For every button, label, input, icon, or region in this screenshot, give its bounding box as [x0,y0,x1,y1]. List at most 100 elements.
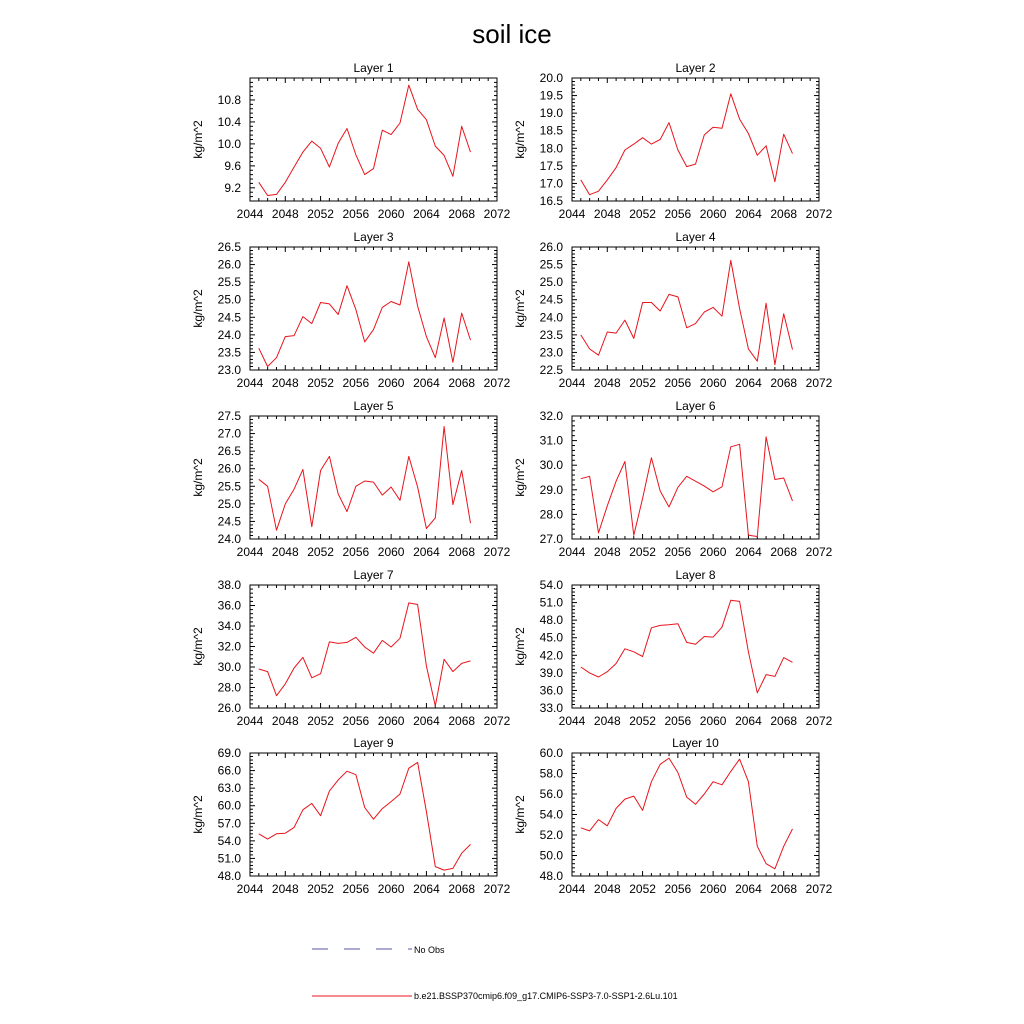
x-tick-label: 2056 [343,714,370,728]
panel-layer-1: Layer 1 2044 2048 2052 2056 2060 2064 2068 2072 9… [191,61,511,221]
x-tick-label: 2048 [272,545,299,559]
y-tick-label: 30.0 [218,660,242,674]
x-tick-label: 2064 [413,714,440,728]
y-axis-label: kg/m^2 [513,795,527,834]
x-tick-label: 2060 [378,376,405,390]
x-tick-label: 2064 [413,882,440,896]
y-tick-label: 10.8 [218,93,242,107]
y-tick-label: 25.5 [218,479,242,493]
x-tick-label: 2072 [484,882,511,896]
y-tick-label: 20.0 [540,71,564,85]
x-tick-label: 2068 [770,545,797,559]
x-tick-label: 2068 [770,882,797,896]
y-tick-label: 25.5 [540,258,564,272]
x-tick-label: 2048 [272,376,299,390]
x-tick-label: 2044 [237,376,264,390]
y-tick-label: 17.0 [540,176,564,190]
y-tick-label: 25.5 [218,275,242,289]
y-tick-label: 19.0 [540,106,564,120]
y-tick-label: 48.0 [540,613,564,627]
y-tick-label: 27.0 [218,427,242,441]
x-tick-label: 2072 [484,545,511,559]
y-tick-label: 31.0 [540,434,564,448]
y-tick-label: 27.5 [218,409,242,423]
plot-frame [249,584,498,709]
y-tick-label: 54.0 [218,834,242,848]
y-axis-label: kg/m^2 [191,120,205,159]
y-tick-label: 10.0 [218,137,242,151]
y-tick-label: 29.0 [540,483,564,497]
y-tick-label: 9.6 [224,159,241,173]
x-tick-label: 2068 [448,882,475,896]
y-tick-label: 16.5 [540,194,564,208]
panel-layer-10: Layer 10 2044 2048 2052 2056 2060 2064 2068 2072… [513,736,833,896]
x-tick-label: 2044 [559,882,586,896]
plot-frame [571,246,820,371]
y-tick-label: 23.5 [218,345,242,359]
x-tick-label: 2072 [806,207,833,221]
y-tick-label: 63.0 [218,781,242,795]
panel-layer-7: Layer 7 2044 2048 2052 2056 2060 2064 2068 2072 2… [191,568,511,728]
x-tick-label: 2052 [307,376,334,390]
y-tick-label: 52.0 [540,828,564,842]
x-tick-label: 2044 [559,545,586,559]
x-tick-label: 2064 [735,207,762,221]
y-tick-label: 51.0 [540,596,564,610]
x-tick-label: 2060 [700,714,727,728]
x-tick-label: 2044 [559,714,586,728]
plot-frame [249,246,498,371]
x-tick-label: 2060 [700,376,727,390]
x-tick-label: 2060 [378,545,405,559]
y-tick-label: 51.0 [218,851,242,865]
panel-layer-9: Layer 9 2044 2048 2052 2056 2060 2064 2068 2072 4… [191,736,511,896]
y-tick-label: 26.0 [218,462,242,476]
legend-label-model: b.e21.BSSP370cmip6.f09_g17.CMIP6-SSP3-7.… [414,991,678,1001]
y-tick-label: 54.0 [540,808,564,822]
y-axis-label: kg/m^2 [191,627,205,666]
x-tick-label: 2072 [806,376,833,390]
x-tick-label: 2044 [237,207,264,221]
x-tick-label: 2072 [806,545,833,559]
y-tick-label: 22.5 [540,363,564,377]
x-tick-label: 2056 [343,882,370,896]
panel-layer-5: Layer 5 2044 2048 2052 2056 2060 2064 2068 2072 2… [191,399,511,559]
y-tick-label: 48.0 [218,869,242,883]
panel-title: Layer 9 [353,736,393,750]
x-tick-label: 2056 [343,376,370,390]
y-tick-label: 10.4 [218,115,242,129]
panel-layer-6: Layer 6 2044 2048 2052 2056 2060 2064 2068 2072 2… [513,399,833,559]
y-tick-label: 58.0 [540,767,564,781]
x-tick-label: 2072 [484,207,511,221]
y-tick-label: 18.5 [540,124,564,138]
y-tick-label: 42.0 [540,648,564,662]
x-tick-label: 2056 [343,545,370,559]
legend-label-no-obs: No Obs [414,945,445,955]
panel-title: Layer 3 [353,230,393,244]
x-tick-label: 2052 [629,714,656,728]
x-tick-label: 2056 [343,207,370,221]
plot-frame [571,752,820,877]
x-tick-label: 2064 [735,545,762,559]
x-tick-label: 2048 [272,207,299,221]
x-tick-label: 2052 [307,714,334,728]
x-tick-label: 2068 [448,545,475,559]
y-tick-label: 33.0 [540,701,564,715]
y-tick-label: 48.0 [540,869,564,883]
plot-frame [571,77,820,202]
x-tick-label: 2048 [594,376,621,390]
x-tick-label: 2052 [629,882,656,896]
y-tick-label: 18.0 [540,141,564,155]
y-tick-label: 24.0 [218,532,242,546]
series-line [580,436,793,537]
panel-title: Layer 1 [353,61,393,75]
y-tick-label: 28.0 [540,507,564,521]
y-tick-label: 34.0 [218,619,242,633]
x-tick-label: 2044 [559,207,586,221]
y-tick-label: 69.0 [218,746,242,760]
series-line [258,84,471,196]
series-line [580,599,793,694]
y-tick-label: 45.0 [540,631,564,645]
x-tick-label: 2056 [665,714,692,728]
x-tick-label: 2060 [700,207,727,221]
